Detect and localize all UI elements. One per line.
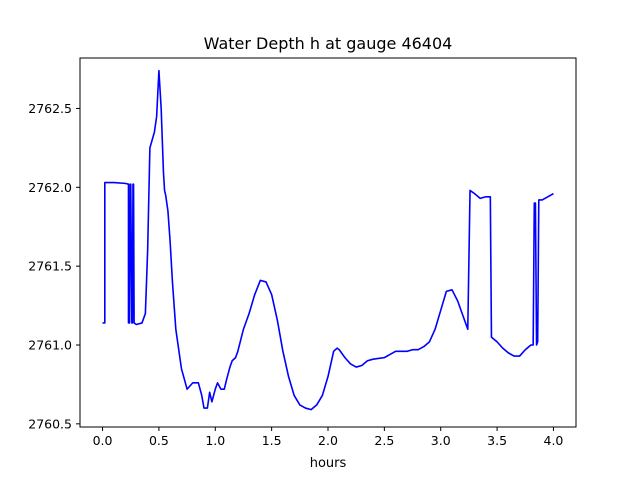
plot-area xyxy=(79,57,577,428)
y-tick-label: 2760.5 xyxy=(28,416,72,431)
x-tick-label: 4.0 xyxy=(544,433,564,448)
y-tick-label: 2761.5 xyxy=(28,259,72,274)
x-tick-label: 0.5 xyxy=(149,433,169,448)
x-tick-label: 3.0 xyxy=(431,433,451,448)
x-tick-label: 0.0 xyxy=(93,433,113,448)
y-tick-label: 2762.5 xyxy=(28,101,72,116)
x-tick-label: 2.5 xyxy=(374,433,394,448)
y-axis: 2760.5 2761.0 2761.5 2762.0 2762.5 xyxy=(28,101,80,431)
x-tick-label: 1.0 xyxy=(205,433,225,448)
y-tick-label: 2762.0 xyxy=(28,180,72,195)
x-tick-label: 3.5 xyxy=(487,433,507,448)
plot-frame xyxy=(79,57,577,428)
x-tick-label: 2.0 xyxy=(318,433,338,448)
y-tick-label: 2761.0 xyxy=(28,338,72,353)
x-axis-label: hours xyxy=(310,456,347,471)
series-line-0 xyxy=(102,69,554,411)
x-axis: 0.0 0.5 1.0 1.5 2.0 2.5 3.0 3.5 4.0 xyxy=(93,427,564,448)
chart-title: Water Depth h at gauge 46404 xyxy=(204,34,453,53)
x-tick-label: 1.5 xyxy=(262,433,282,448)
